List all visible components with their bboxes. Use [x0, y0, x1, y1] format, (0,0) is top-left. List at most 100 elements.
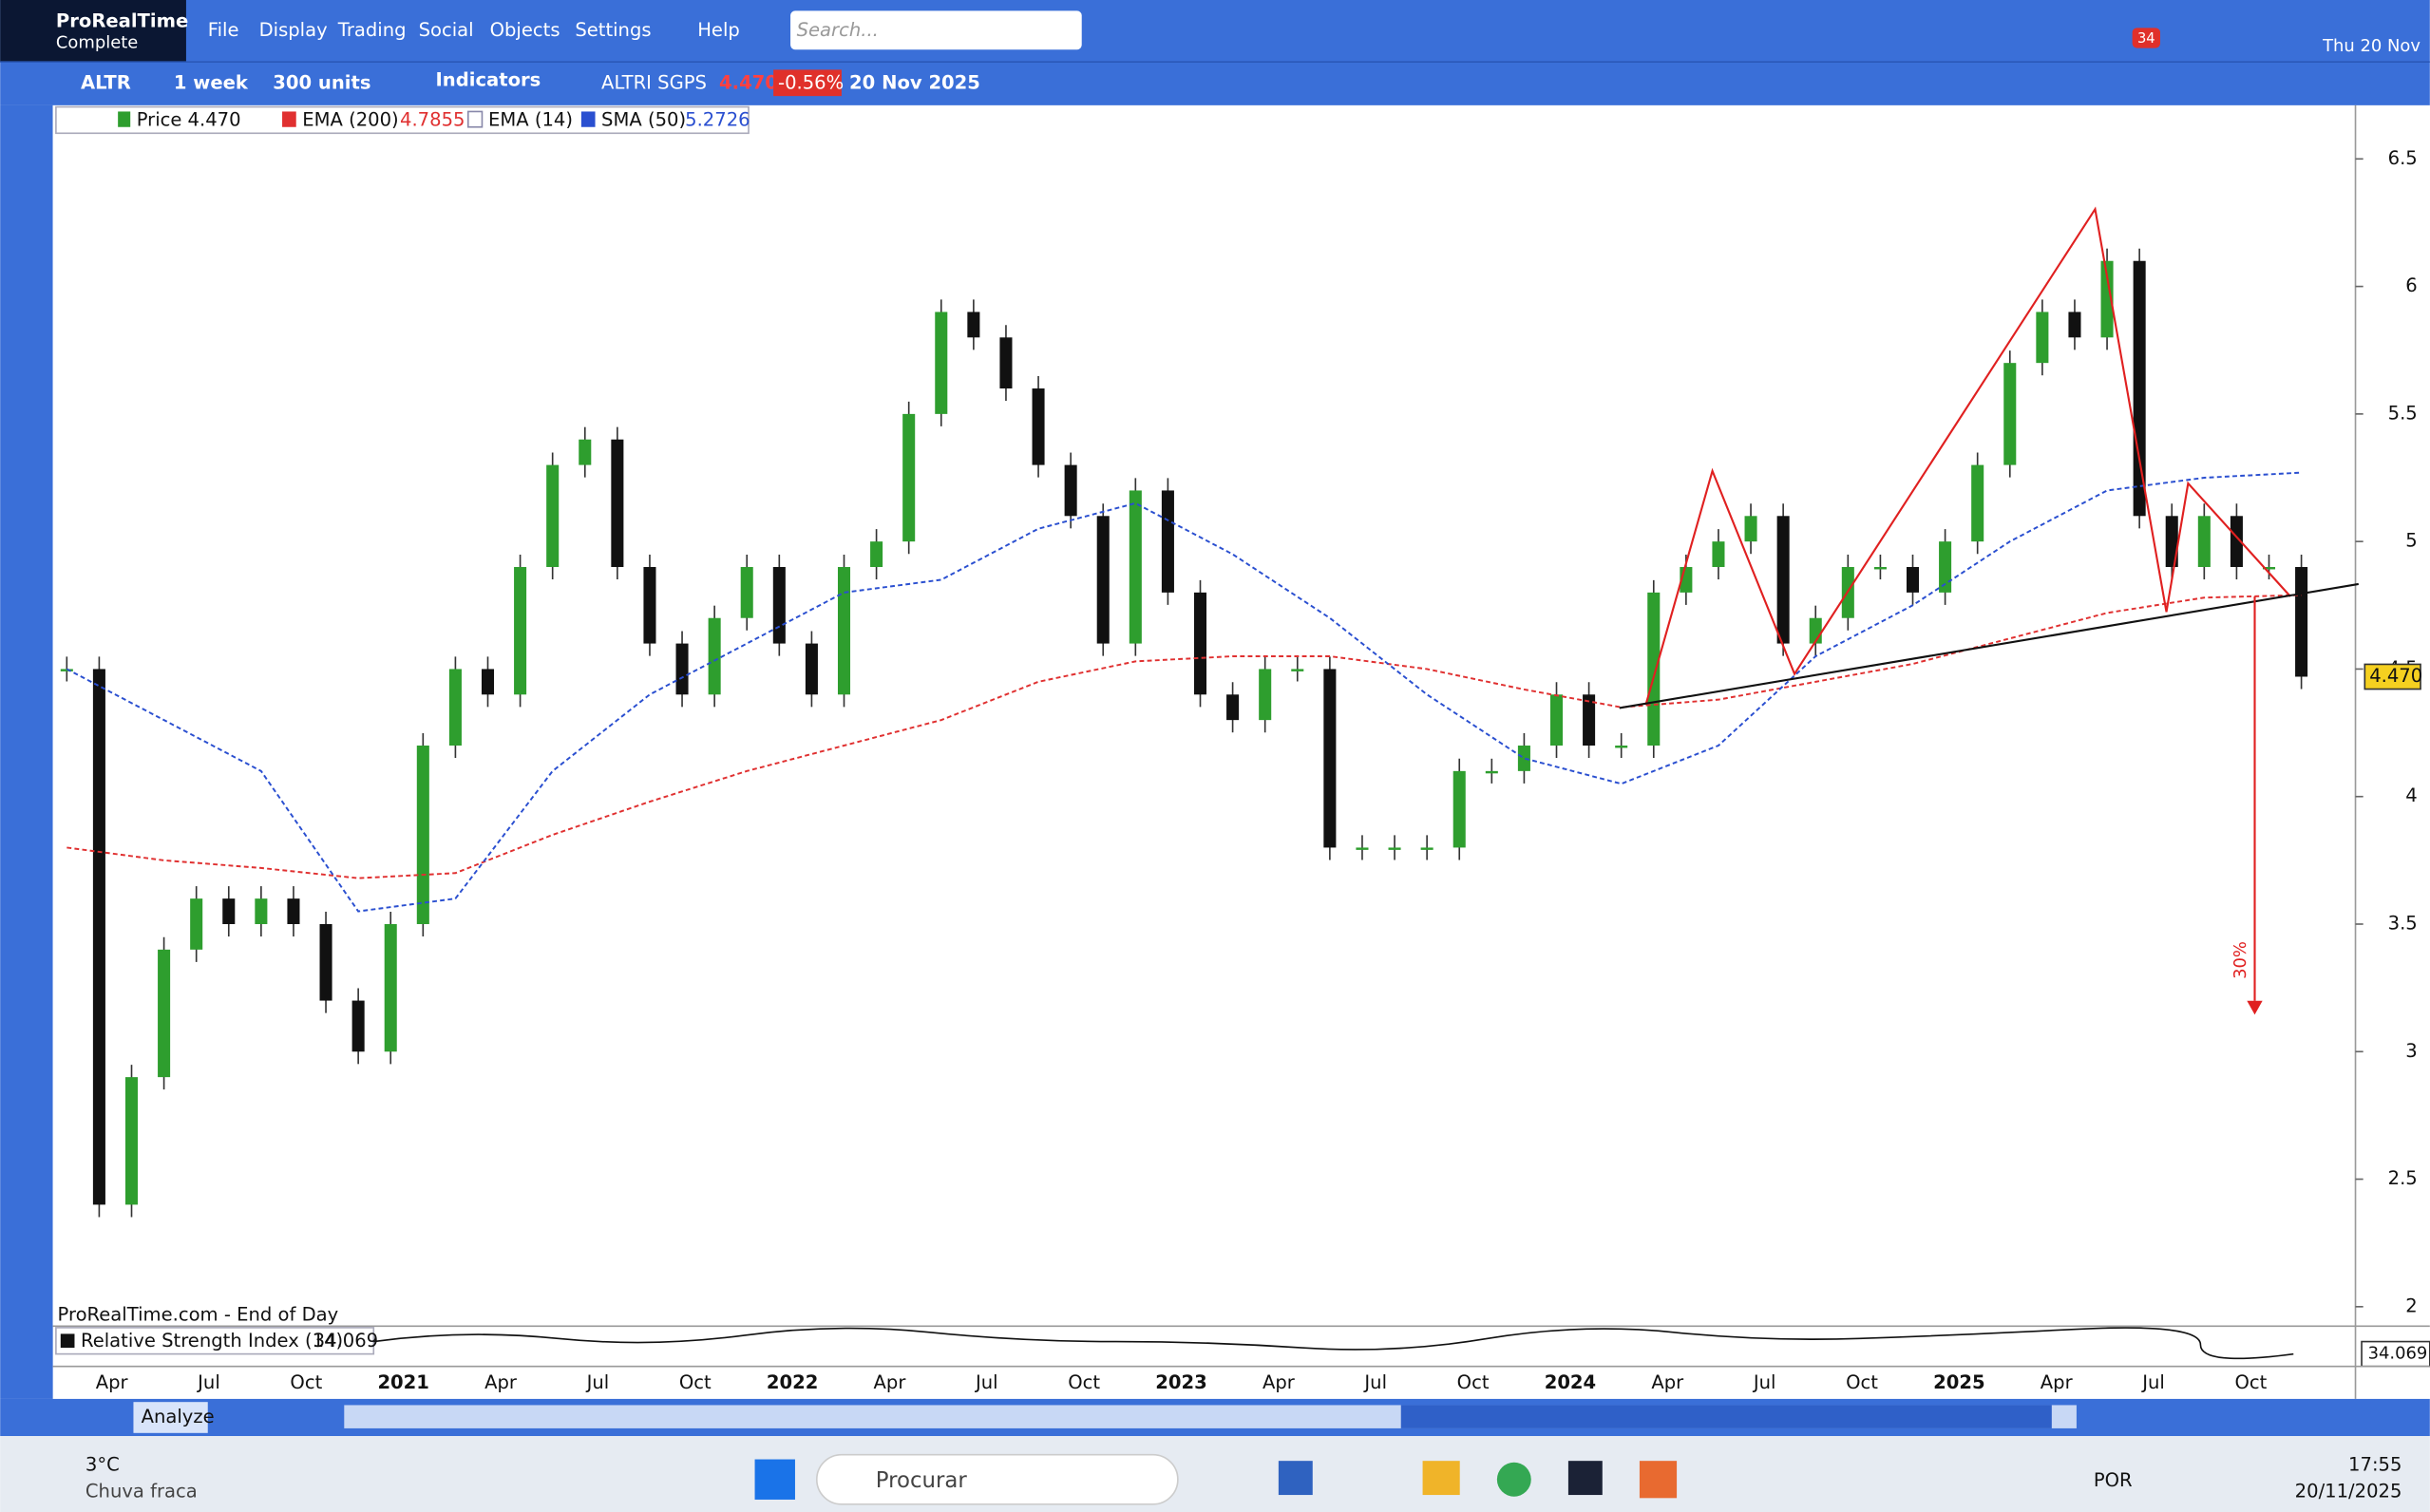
candle [1356, 847, 1369, 850]
candle [611, 439, 624, 568]
indicator-line [66, 471, 2302, 913]
candle [1226, 694, 1240, 721]
analyze-button[interactable] [133, 1402, 208, 1433]
menu-item[interactable]: Objects [490, 19, 560, 41]
candle [2133, 260, 2146, 517]
x-tick-label: Jul [1362, 1371, 1387, 1393]
legend-name: Price [137, 109, 182, 131]
weather-desc: Chuva fraca [85, 1480, 198, 1502]
price-tag-value: 4.470 [2369, 665, 2422, 687]
candle [1517, 746, 1530, 771]
app-icon[interactable] [1422, 1461, 1460, 1496]
candle [1971, 464, 1984, 542]
candle [1323, 669, 1337, 848]
x-tick-label: Apr [1262, 1371, 1296, 1393]
candle [935, 312, 948, 414]
search-placeholder: Search... [797, 19, 879, 41]
candle [158, 949, 171, 1078]
indicators[interactable]: Indicators [436, 68, 541, 90]
candle [351, 1000, 365, 1052]
period[interactable]: 1 week [174, 72, 249, 94]
logo-box [0, 0, 186, 63]
legend-name: EMA (200) [302, 109, 398, 131]
rsi-label: Relative Strength Index (14) [81, 1330, 343, 1351]
x-tick-label: Oct [2235, 1371, 2268, 1393]
candle [1452, 770, 1466, 848]
taskbar-search[interactable] [815, 1453, 1179, 1505]
app-icon[interactable] [1496, 1462, 1531, 1497]
candle [255, 898, 268, 924]
candle [2068, 312, 2081, 338]
legend-swatch [282, 111, 296, 127]
ticker[interactable]: ALTR [81, 72, 131, 94]
rsi-legend [55, 1327, 375, 1355]
candle [1485, 770, 1498, 774]
rsi-tag-value: 34.069 [2368, 1344, 2428, 1364]
start-button[interactable] [754, 1459, 795, 1500]
date: 20/11/2025 [2295, 1480, 2402, 1502]
app-icon[interactable] [1567, 1461, 1603, 1496]
candle [287, 898, 300, 924]
units[interactable]: 300 units [273, 72, 370, 94]
app-edition: Complete [56, 33, 138, 53]
candle [1096, 516, 1110, 644]
x-tick-label: Apr [874, 1371, 907, 1393]
menu-item[interactable]: Help [697, 19, 740, 41]
plot [60, 248, 2308, 1218]
candle [1776, 516, 1790, 644]
app-icon[interactable] [1278, 1461, 1313, 1496]
menu-item[interactable]: Settings [575, 19, 651, 41]
menu-item[interactable]: Social [419, 19, 474, 41]
indicator-line [66, 594, 2302, 879]
rsi-tag [2361, 1340, 2430, 1368]
search-box[interactable] [790, 10, 1082, 50]
taskbar [0, 1436, 2430, 1512]
time: 17:55 [2348, 1454, 2402, 1476]
candle [643, 567, 656, 644]
date: 20 Nov 2025 [849, 72, 980, 94]
top-bar [0, 0, 2430, 105]
menu-item[interactable]: Display [259, 19, 328, 41]
analyze: Analyze [142, 1406, 215, 1427]
candle [2100, 260, 2114, 338]
legend-value: 4.470 [188, 109, 241, 131]
source: ProRealTime.com - End of Day [58, 1303, 339, 1325]
candle [999, 337, 1013, 389]
candle [1259, 669, 1272, 721]
legend-name: SMA (50) [601, 109, 686, 131]
x-tick-label: Jul [196, 1371, 220, 1393]
candle [740, 567, 753, 618]
legend-swatch [580, 111, 596, 127]
y-tick-label: 5.5 [2388, 402, 2418, 424]
price-tag [2364, 663, 2421, 690]
trendline[interactable] [1619, 582, 2359, 709]
rsi-value: 34.069 [313, 1330, 378, 1351]
candle [448, 669, 462, 747]
menu-item[interactable]: File [208, 19, 239, 41]
menu-item[interactable]: Trading [337, 19, 407, 41]
zigzag-drawing[interactable] [1644, 206, 2291, 706]
app-icon[interactable] [1639, 1461, 1678, 1499]
candle [902, 413, 916, 542]
badge [2132, 28, 2160, 48]
candle [1032, 388, 1045, 465]
candle [416, 746, 429, 924]
candle [837, 567, 851, 695]
candle [772, 567, 786, 644]
y-tick-label: 2 [2405, 1295, 2417, 1316]
candle [481, 669, 495, 695]
x-tick-label: 2021 [377, 1371, 428, 1393]
scroll-thumb[interactable] [1400, 1405, 2052, 1428]
chart-area [52, 104, 2430, 1327]
x-tick-label: Apr [2041, 1371, 2074, 1393]
legend-swatch [118, 111, 131, 127]
x-tick-label: Oct [1068, 1371, 1100, 1393]
candle [514, 567, 527, 695]
candle [190, 898, 203, 950]
legend-name: EMA (14) [488, 109, 573, 131]
legend-value: 4.7855 [400, 109, 465, 131]
candle [124, 1077, 139, 1205]
y-tick-label: 2.5 [2388, 1167, 2418, 1189]
last-price: 4.470 [719, 72, 778, 94]
candle [319, 923, 332, 1001]
